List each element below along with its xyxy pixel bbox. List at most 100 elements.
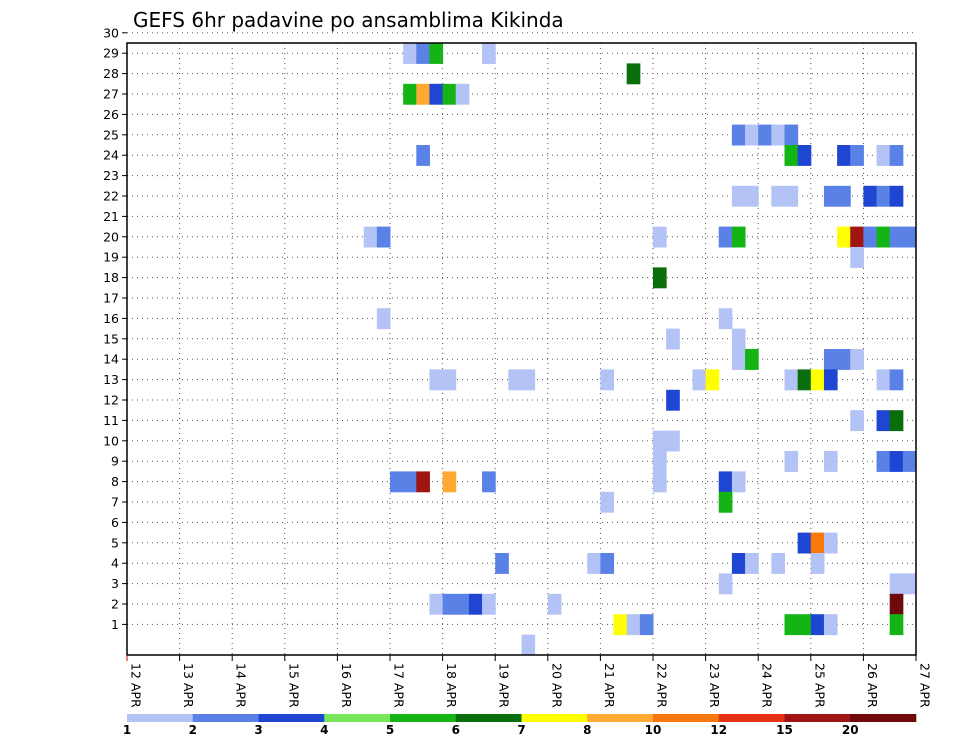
legend-label: 7 xyxy=(517,723,525,737)
heatmap-cell xyxy=(653,471,667,493)
heatmap-cell xyxy=(416,43,430,64)
heatmap-cell xyxy=(876,226,891,248)
x-tick-label: 19 APR xyxy=(497,663,512,708)
heatmap-cell xyxy=(639,614,654,636)
heatmap-cell xyxy=(653,226,667,248)
heatmap-cell xyxy=(376,308,391,330)
heatmap-cell xyxy=(889,451,904,472)
heatmap-cell xyxy=(889,573,904,595)
heatmap-cell xyxy=(455,83,470,105)
x-tick-label: 12 APR xyxy=(129,663,144,708)
x-tick-label: 22 APR xyxy=(655,663,670,708)
heatmap-cell xyxy=(718,491,733,513)
heatmap-cell xyxy=(876,369,891,391)
heatmap-cell xyxy=(797,369,812,391)
y-tick-label: 18 xyxy=(103,270,119,285)
heatmap-cell xyxy=(731,349,746,370)
heatmap-cell xyxy=(797,614,812,636)
legend-swatch xyxy=(192,714,259,722)
heatmap-cell xyxy=(731,471,746,493)
heatmap-cell xyxy=(823,614,838,636)
heatmap-cell xyxy=(745,349,759,370)
heatmap-cell xyxy=(731,328,746,350)
heatmap-cell xyxy=(837,226,851,248)
legend-label: 6 xyxy=(452,723,460,737)
y-tick-label: 27 xyxy=(103,87,119,102)
heatmap-cell xyxy=(718,308,733,330)
y-tick-label: 2 xyxy=(111,597,119,612)
x-tick-label: 20 APR xyxy=(549,663,564,708)
heatmap-cell xyxy=(823,369,838,391)
heatmap-cell xyxy=(363,226,378,248)
heatmap-cell xyxy=(718,471,733,493)
x-tick-label: 21 APR xyxy=(602,663,617,708)
heatmap-cell xyxy=(403,43,417,64)
heatmap-cell xyxy=(850,226,864,248)
y-tick-label: 12 xyxy=(103,393,119,408)
x-tick-label: 13 APR xyxy=(181,663,196,708)
heatmap-cell xyxy=(653,430,667,452)
y-tick-label: 15 xyxy=(103,331,119,346)
y-tick-label: 28 xyxy=(103,66,119,81)
y-axis-ticks: 1234567891011121314151617181920212223242… xyxy=(103,25,127,632)
heatmap-cell xyxy=(784,369,799,391)
heatmap-cell xyxy=(889,369,904,391)
heatmap-cell xyxy=(600,553,615,574)
heatmap-cell xyxy=(771,124,785,146)
heatmap-cell xyxy=(508,369,522,391)
heatmap-cell xyxy=(745,185,759,207)
legend-label: 8 xyxy=(583,723,591,737)
y-tick-label: 11 xyxy=(103,413,119,428)
x-tick-label: 16 APR xyxy=(339,663,354,708)
heatmap-cell xyxy=(837,349,851,370)
heatmap-cell xyxy=(731,185,746,207)
heatmap-cell xyxy=(889,226,904,248)
y-tick-label: 20 xyxy=(103,229,119,244)
y-tick-label: 19 xyxy=(103,250,119,265)
heatmap-cell xyxy=(823,185,838,207)
legend-swatch xyxy=(653,714,720,722)
heatmap-cell xyxy=(666,430,680,452)
y-tick-label: 30 xyxy=(103,25,119,40)
heatmap-cell xyxy=(495,553,509,574)
heatmap-cell xyxy=(626,614,641,636)
heatmap-cell xyxy=(876,410,891,432)
heatmap-cell xyxy=(902,451,916,472)
plot-frame xyxy=(126,42,917,656)
heatmap-cell xyxy=(416,471,430,493)
x-tick-label: 25 APR xyxy=(812,663,827,708)
heatmap-cell xyxy=(863,226,878,248)
heatmap-cell xyxy=(810,369,825,391)
heatmap-cell xyxy=(771,553,785,574)
legend-swatch xyxy=(324,714,391,722)
heatmap-cell xyxy=(889,145,904,166)
heatmap-cell xyxy=(731,226,746,248)
heatmap-cell xyxy=(876,185,891,207)
legend-label: 12 xyxy=(710,723,727,737)
heatmap-cell xyxy=(429,43,444,64)
heatmap-cell xyxy=(666,328,680,350)
heatmap-cell xyxy=(468,593,483,615)
y-tick-label: 14 xyxy=(103,352,119,367)
heatmap-cell xyxy=(810,532,825,554)
legend-swatch xyxy=(850,714,917,722)
heatmap-cell xyxy=(442,593,457,615)
y-tick-label: 9 xyxy=(111,454,119,469)
legend-label: 2 xyxy=(189,723,197,737)
heatmap-cell xyxy=(403,83,417,105)
heatmap-cell xyxy=(390,471,404,493)
y-tick-label: 4 xyxy=(111,556,119,571)
heatmap-cell xyxy=(823,451,838,472)
legend-label: 20 xyxy=(842,723,859,737)
heatmap-cell xyxy=(429,83,444,105)
heatmap-cell xyxy=(521,369,536,391)
legend-swatch xyxy=(455,714,522,722)
heatmap-cell xyxy=(784,145,799,166)
heatmap-cell xyxy=(863,185,878,207)
heatmap-cell xyxy=(666,389,680,411)
legend-label: 1 xyxy=(123,723,131,737)
heatmap-cell xyxy=(705,369,720,391)
heatmap-cell xyxy=(837,145,851,166)
heatmap-cell xyxy=(429,369,444,391)
